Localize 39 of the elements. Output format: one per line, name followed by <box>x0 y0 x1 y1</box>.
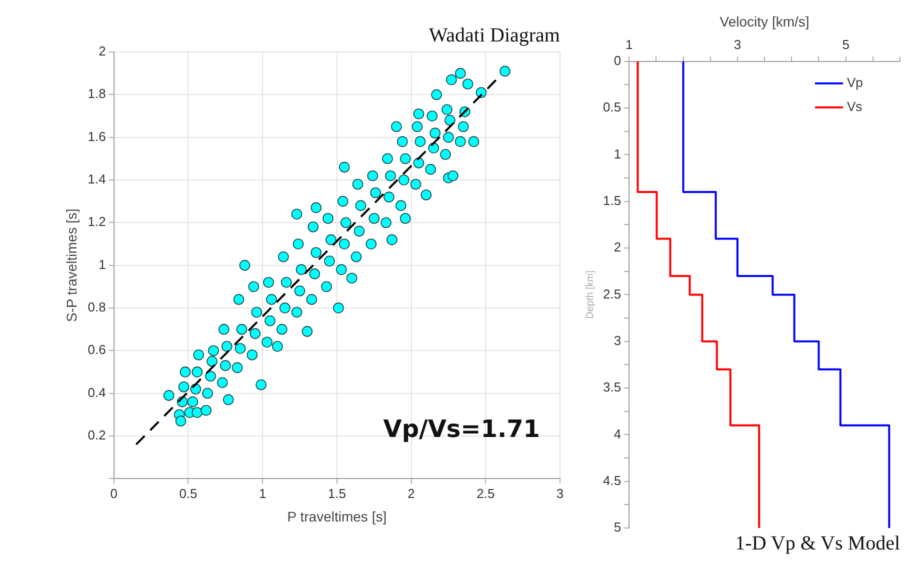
x-axis-title: P traveltimes [s] <box>287 508 387 524</box>
y-axis-title: Depth [km] <box>584 270 596 319</box>
y-tick-label: 2 <box>614 240 622 255</box>
y-tick-label: 0 <box>614 52 622 68</box>
y-tick-label: 0.2 <box>88 428 106 443</box>
y-tick-label: 5 <box>614 520 622 535</box>
x-tick-label: 2 <box>408 486 415 501</box>
y-tick-label: 1.5 <box>602 192 622 208</box>
legend-label: Vs <box>847 98 863 114</box>
y-tick-label: 1.2 <box>88 214 106 230</box>
y-tick-label: 1 <box>614 146 622 162</box>
x-tick-label: 0.5 <box>179 486 198 501</box>
text: 1-D Vp & Vs Model <box>735 532 900 554</box>
x-tick-label: 2.5 <box>476 486 495 501</box>
x-tick-label: 0 <box>110 486 118 501</box>
y-tick-label: 0.5 <box>602 100 622 115</box>
y-tick-label: 3 <box>614 332 622 348</box>
x-tick-label: 1.5 <box>328 486 346 501</box>
legend-label: Vp <box>847 74 863 90</box>
y-tick-label: 1.8 <box>88 86 106 102</box>
x-axis-title: Velocity [km/s] <box>720 13 810 30</box>
y-tick-label: 1.6 <box>88 128 106 144</box>
y-tick-label: 1.4 <box>88 172 106 187</box>
annotation: Vp/Vs=1.71 <box>383 414 540 443</box>
x-tick-label: 3 <box>556 486 564 501</box>
x-tick-label: 1 <box>625 37 633 52</box>
x-tick-label: 5 <box>842 37 850 52</box>
y-tick-label: 3.5 <box>602 380 622 395</box>
y-tick-label: 0.6 <box>88 342 106 358</box>
y-tick-label: 0.4 <box>88 384 106 400</box>
x-tick-label: 1 <box>258 486 266 501</box>
chart-title: Wadati Diagram <box>428 24 560 46</box>
y-tick-label: 2.5 <box>602 286 622 302</box>
y-tick-label: 1 <box>98 256 106 272</box>
y-tick-label: 4 <box>614 426 622 442</box>
y-tick-label: 0.8 <box>88 300 106 315</box>
y-tick-label: 4.5 <box>602 472 622 488</box>
x-tick-label: 3 <box>734 37 742 52</box>
y-axis-title: S-P traveltimes [s] <box>63 208 80 322</box>
